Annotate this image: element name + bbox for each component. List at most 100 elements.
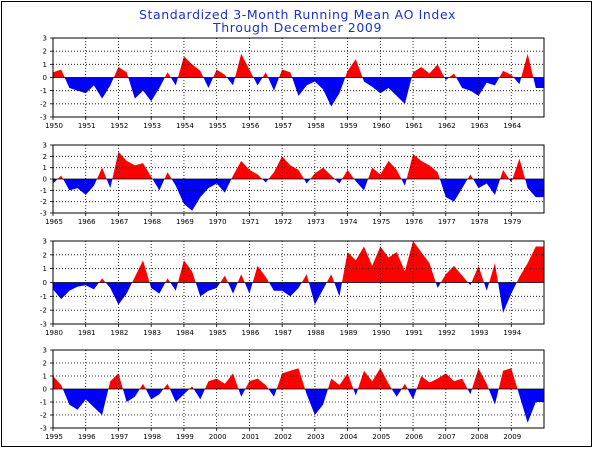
y-tick-label: 0 — [43, 386, 47, 394]
x-tick-label: 1960 — [372, 122, 390, 130]
negative-anomaly-area — [53, 389, 544, 423]
y-tick-label: 0 — [43, 279, 47, 287]
y-tick-label: 2 — [43, 153, 47, 161]
x-tick-label: 2008 — [471, 433, 489, 441]
y-tick-label: -3 — [40, 114, 47, 122]
x-tick-label: 2005 — [372, 433, 390, 441]
y-tick-label: 3 — [43, 238, 47, 246]
y-tick-label: 3 — [43, 35, 47, 43]
x-tick-label: 1994 — [503, 329, 521, 337]
x-tick-label: 2003 — [307, 433, 325, 441]
negative-anomaly-area — [53, 179, 544, 211]
x-tick-label: 1991 — [405, 329, 423, 337]
x-tick-label: 1966 — [78, 218, 96, 226]
x-tick-label: 1968 — [143, 218, 161, 226]
x-tick-label: 1989 — [340, 329, 358, 337]
x-tick-label: 1954 — [176, 122, 194, 130]
y-tick-label: -2 — [40, 198, 47, 206]
y-tick-label: 2 — [43, 251, 47, 259]
x-tick-label: 2006 — [405, 433, 423, 441]
x-tick-label: 1990 — [372, 329, 390, 337]
x-tick-label: 2000 — [209, 433, 227, 441]
positive-anomaly-area — [53, 151, 544, 179]
x-tick-label: 1982 — [111, 329, 129, 337]
x-tick-label: 1961 — [405, 122, 423, 130]
chart-subtitle: Through December 2009 — [212, 20, 383, 35]
x-tick-label: 1951 — [78, 122, 96, 130]
y-tick-label: -3 — [40, 425, 47, 433]
x-tick-label: 1971 — [241, 218, 259, 226]
x-tick-label: 1993 — [471, 329, 489, 337]
x-tick-label: 1967 — [111, 218, 129, 226]
x-tick-label: 1976 — [405, 218, 423, 226]
x-tick-label: 2002 — [274, 433, 292, 441]
x-tick-label: 1978 — [471, 218, 489, 226]
positive-anomaly-area — [53, 368, 544, 389]
x-tick-label: 1965 — [45, 218, 63, 226]
x-tick-label: 1962 — [438, 122, 456, 130]
x-tick-label: 1983 — [143, 329, 161, 337]
x-tick-label: 1959 — [340, 122, 358, 130]
y-tick-label: 1 — [43, 373, 47, 381]
x-tick-label: 1958 — [307, 122, 325, 130]
x-tick-label: 1980 — [45, 329, 63, 337]
x-tick-label: 1973 — [307, 218, 325, 226]
x-tick-label: 1987 — [274, 329, 292, 337]
x-tick-label: 1953 — [143, 122, 161, 130]
y-tick-label: -1 — [40, 87, 47, 95]
x-tick-label: 2004 — [340, 433, 358, 441]
x-tick-label: 1952 — [111, 122, 129, 130]
y-tick-label: 3 — [43, 347, 47, 355]
x-tick-label: 1972 — [274, 218, 292, 226]
y-tick-label: 2 — [43, 48, 47, 56]
x-tick-label: 1950 — [45, 122, 63, 130]
x-tick-label: 2007 — [438, 433, 456, 441]
x-tick-label: 1985 — [209, 329, 227, 337]
x-tick-label: 1970 — [209, 218, 227, 226]
positive-anomaly-area — [53, 241, 544, 283]
x-tick-label: 1963 — [471, 122, 489, 130]
chart-title: Standardized 3-Month Running Mean AO Ind… — [138, 7, 457, 22]
negative-anomaly-area — [53, 77, 544, 107]
x-tick-label: 1975 — [372, 218, 390, 226]
x-tick-label: 1995 — [45, 433, 63, 441]
y-tick-label: 3 — [43, 142, 47, 150]
x-tick-label: 1979 — [503, 218, 521, 226]
x-tick-label: 1984 — [176, 329, 194, 337]
y-tick-label: -1 — [40, 187, 47, 195]
x-tick-label: 1988 — [307, 329, 325, 337]
y-tick-label: 0 — [43, 74, 47, 82]
y-tick-label: -3 — [40, 321, 47, 329]
x-tick-label: 1955 — [209, 122, 227, 130]
positive-anomaly-area — [53, 53, 544, 78]
x-tick-label: 1957 — [274, 122, 292, 130]
x-tick-label: 2001 — [241, 433, 259, 441]
x-tick-label: 1992 — [438, 329, 456, 337]
y-tick-label: -1 — [40, 399, 47, 407]
y-tick-label: 2 — [43, 360, 47, 368]
negative-anomaly-area — [53, 282, 544, 313]
y-tick-label: 1 — [43, 61, 47, 69]
y-tick-label: -3 — [40, 210, 47, 218]
y-tick-label: -2 — [40, 412, 47, 420]
y-tick-label: 1 — [43, 164, 47, 172]
y-tick-label: -1 — [40, 293, 47, 301]
y-tick-label: -2 — [40, 100, 47, 108]
x-tick-label: 1974 — [340, 218, 358, 226]
y-tick-label: 0 — [43, 176, 47, 184]
y-tick-label: -2 — [40, 307, 47, 315]
x-tick-label: 1999 — [176, 433, 194, 441]
x-tick-label: 1981 — [78, 329, 96, 337]
y-tick-label: 1 — [43, 265, 47, 273]
x-tick-label: 1996 — [78, 433, 96, 441]
x-tick-label: 1997 — [111, 433, 129, 441]
x-tick-label: 1998 — [143, 433, 161, 441]
x-tick-label: 1977 — [438, 218, 456, 226]
